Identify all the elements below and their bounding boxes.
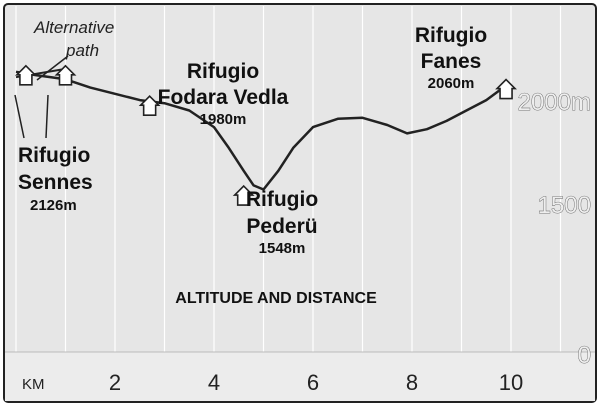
leader-line [14,94,25,139]
x-tick-label: 10 [499,370,523,395]
pederu-label-line2: Pederü [246,215,317,238]
pederu-elevation: 1548m [259,240,306,257]
fodara-elevation: 1980m [200,111,247,128]
x-tick-labels: 2 4 6 8 10 [109,370,523,395]
fanes-label-line2: Fanes [421,50,482,73]
x-axis-label: KM [22,376,45,393]
x-axis-strip [5,352,595,401]
leader-line [36,55,69,81]
x-tick-label: 2 [109,370,121,395]
hut-marker-icon [232,184,255,206]
hut-marker-icon [495,78,517,100]
grid-lines [15,6,562,400]
x-tick-label: 4 [208,370,220,395]
y-tick-labels: 0 1500 2000m [517,89,591,370]
label-leader-lines [14,55,69,139]
x-tick-label: 8 [406,370,418,395]
leader-line [45,94,49,139]
sennes-label-line2: Sennes [18,171,93,194]
fanes-label-line1: Rifugio [415,24,487,47]
hut-marker-icon [138,95,161,116]
alternative-path-label-line1: Alternative [33,18,114,37]
chart-title: ALTITUDE AND DISTANCE [175,290,377,307]
y-tick-label: 0 [578,342,591,369]
sennes-elevation: 2126m [30,197,77,214]
pederu-label-line1: Rifugio [246,188,318,211]
fodara-label-line2: Fodara Vedla [158,86,289,109]
hut-marker-icon [54,64,77,86]
fanes-elevation: 2060m [428,75,475,92]
alternative-path-label-line2: path [65,41,99,60]
hut-marker-icon [14,64,37,86]
sennes-label-line1: Rifugio [18,144,90,167]
fodara-label-line1: Rifugio [187,60,259,83]
altitude-profile-line [15,70,507,191]
hut-markers [14,64,517,206]
x-tick-label: 6 [307,370,319,395]
y-tick-label: 2000m [518,89,591,116]
y-tick-label: 1500 [538,192,591,219]
